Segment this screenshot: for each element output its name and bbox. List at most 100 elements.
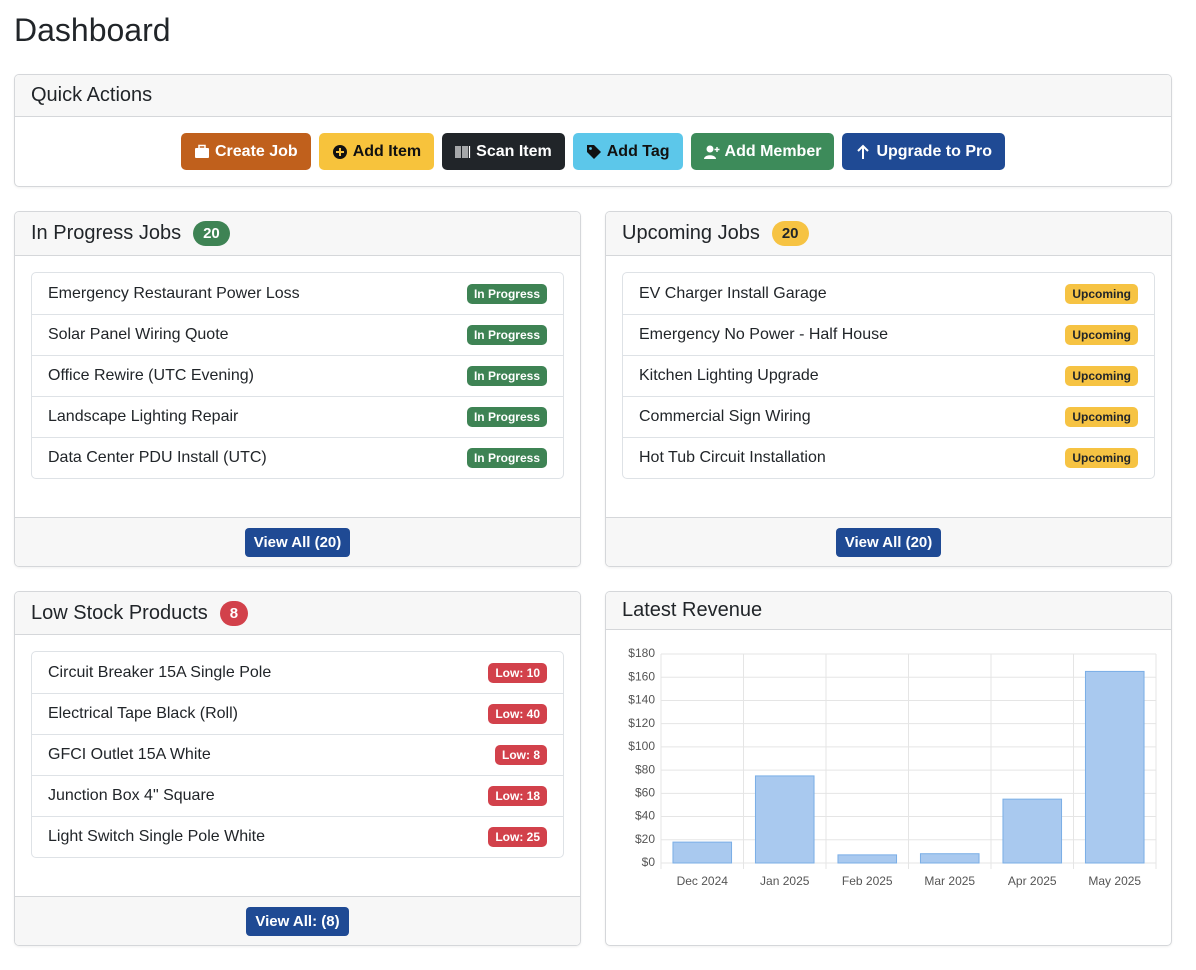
list-item: Kitchen Lighting Upgrade Upcoming [623, 355, 1154, 396]
item-name: Electrical Tape Black (Roll) [48, 705, 238, 722]
y-tick-label: $40 [635, 809, 655, 823]
add-tag-button[interactable]: Add Tag [572, 133, 683, 170]
item-name: Office Rewire (UTC Evening) [48, 367, 254, 384]
bar [837, 854, 898, 864]
item-name: Hot Tub Circuit Installation [639, 449, 826, 466]
button-label: Create Job [214, 142, 298, 160]
list-item: Office Rewire (UTC Evening) In Progress [32, 355, 563, 396]
list-item: Emergency Restaurant Power Loss In Progre… [32, 273, 563, 314]
page-title: Dashboard [14, 12, 171, 48]
y-tick-label: $80 [635, 762, 655, 776]
status-badge: Upcoming [1065, 283, 1138, 304]
add-member-button[interactable]: Add Member [690, 133, 835, 170]
item-name: Junction Box 4" Square [48, 787, 215, 804]
card-body: EV Charger Install Garage Upcoming Emergen… [606, 256, 1171, 517]
revenue-card: Latest Revenue $0 $20 $40 $60 $80 $100 $120 $14… [605, 591, 1172, 946]
list-item: Solar Panel Wiring Quote In Progress [32, 314, 563, 355]
item-list: Emergency Restaurant Power Loss In Progre… [31, 272, 564, 479]
y-tick-label: $100 [628, 739, 655, 753]
item-name: Kitchen Lighting Upgrade [639, 367, 819, 384]
button-label: Add Member [724, 142, 822, 160]
card-title: In Progress Jobs [31, 222, 182, 244]
button-label: Scan Item [476, 142, 552, 160]
x-tick-label: Jan 2025 [760, 874, 810, 888]
x-tick-label: May 2025 [1088, 874, 1141, 888]
card-footer: View All (20) [606, 517, 1171, 566]
bar [1084, 670, 1145, 864]
card-footer: View All (20) [15, 517, 580, 566]
button-label: Add Tag [606, 142, 670, 160]
count-badge: 20 [193, 221, 230, 246]
status-badge: In Progress [466, 366, 547, 386]
button-label: Upgrade to Pro [876, 142, 993, 160]
x-tick-label: Mar 2025 [924, 874, 975, 888]
status-badge: Low: 40 [488, 704, 547, 724]
bar [1002, 798, 1063, 864]
status-badge: Upcoming [1065, 407, 1138, 427]
add-item-button[interactable]: Add Item [318, 133, 435, 170]
y-tick-label: $180 [628, 646, 655, 660]
status-badge: In Progress [466, 325, 547, 345]
upcoming-card: Upcoming Jobs 20 EV Charger Install Garage… [605, 211, 1172, 567]
status-badge: In Progress [466, 407, 547, 427]
item-name: GFCI Outlet 15A White [48, 746, 211, 763]
y-tick-label: $0 [642, 855, 656, 869]
status-badge: Low: 8 [495, 745, 547, 765]
status-badge: Low: 10 [488, 662, 547, 683]
card-title: Upcoming Jobs [622, 222, 760, 244]
item-list: Circuit Breaker 15A Single Pole Low: 10 El… [31, 651, 564, 858]
item-name: Commercial Sign Wiring [639, 408, 811, 425]
bar [754, 775, 815, 864]
x-tick-label: Apr 2025 [1008, 874, 1057, 888]
in-progress-card: In Progress Jobs 20 Emergency Restaurant P… [14, 211, 581, 567]
status-badge: Low: 25 [488, 827, 547, 847]
item-name: Circuit Breaker 15A Single Pole [48, 663, 272, 681]
create-job-button[interactable]: Create Job [180, 133, 311, 170]
x-tick-label: Dec 2024 [677, 874, 729, 888]
item-name: Emergency Restaurant Power Loss [48, 284, 300, 302]
card-title: Latest Revenue [606, 592, 1171, 630]
item-name: EV Charger Install Garage [639, 284, 827, 302]
list-item: Landscape Lighting Repair In Progress [32, 396, 563, 437]
count-badge: 8 [219, 600, 249, 626]
card-title: Quick Actions [15, 75, 1171, 117]
card-header: In Progress Jobs 20 [15, 212, 580, 256]
list-item: Emergency No Power - Half House Upcoming [623, 314, 1154, 355]
x-tick-label: Feb 2025 [842, 874, 893, 888]
y-tick-label: $20 [635, 832, 655, 846]
list-item: EV Charger Install Garage Upcoming [623, 273, 1154, 314]
y-tick-label: $160 [628, 669, 655, 683]
view-all-button[interactable]: View All (20) [244, 527, 351, 557]
card-title: Low Stock Products [31, 601, 208, 624]
view-all-button[interactable]: View All: (8) [246, 906, 349, 936]
bar [919, 853, 980, 864]
status-badge: In Progress [466, 448, 547, 468]
list-item: Data Center PDU Install (UTC) In Progress [32, 437, 563, 478]
quick-actions-card: Quick Actions Create Job Add Item Scan I… [14, 74, 1172, 187]
item-name: Solar Panel Wiring Quote [48, 326, 229, 343]
y-tick-label: $120 [628, 716, 655, 730]
view-all-button[interactable]: View All (20) [835, 527, 942, 557]
item-name: Landscape Lighting Repair [48, 408, 239, 425]
status-badge: Upcoming [1065, 366, 1138, 386]
status-badge: Low: 18 [488, 786, 547, 806]
list-item: Circuit Breaker 15A Single Pole Low: 10 [32, 652, 563, 693]
button-label: Add Item [352, 142, 422, 160]
status-badge: Upcoming [1065, 325, 1138, 345]
scan-item-button[interactable]: Scan Item [442, 133, 565, 170]
list-item: Light Switch Single Pole White Low: 25 [32, 816, 563, 857]
card-body: Circuit Breaker 15A Single Pole Low: 10 El… [15, 635, 580, 896]
status-badge: Upcoming [1065, 448, 1138, 468]
list-item: Hot Tub Circuit Installation Upcoming [623, 437, 1154, 478]
list-item: Electrical Tape Black (Roll) Low: 40 [32, 693, 563, 734]
item-name: Emergency No Power - Half House [639, 326, 888, 343]
bar [672, 841, 733, 864]
count-badge: 20 [771, 221, 809, 246]
upgrade-button[interactable]: Upgrade to Pro [842, 133, 1006, 170]
card-header: Low Stock Products 8 [15, 592, 580, 635]
card-footer: View All: (8) [15, 896, 580, 945]
list-item: GFCI Outlet 15A White Low: 8 [32, 734, 563, 775]
card-header: Upcoming Jobs 20 [606, 212, 1171, 256]
item-name: Data Center PDU Install (UTC) [48, 449, 267, 466]
